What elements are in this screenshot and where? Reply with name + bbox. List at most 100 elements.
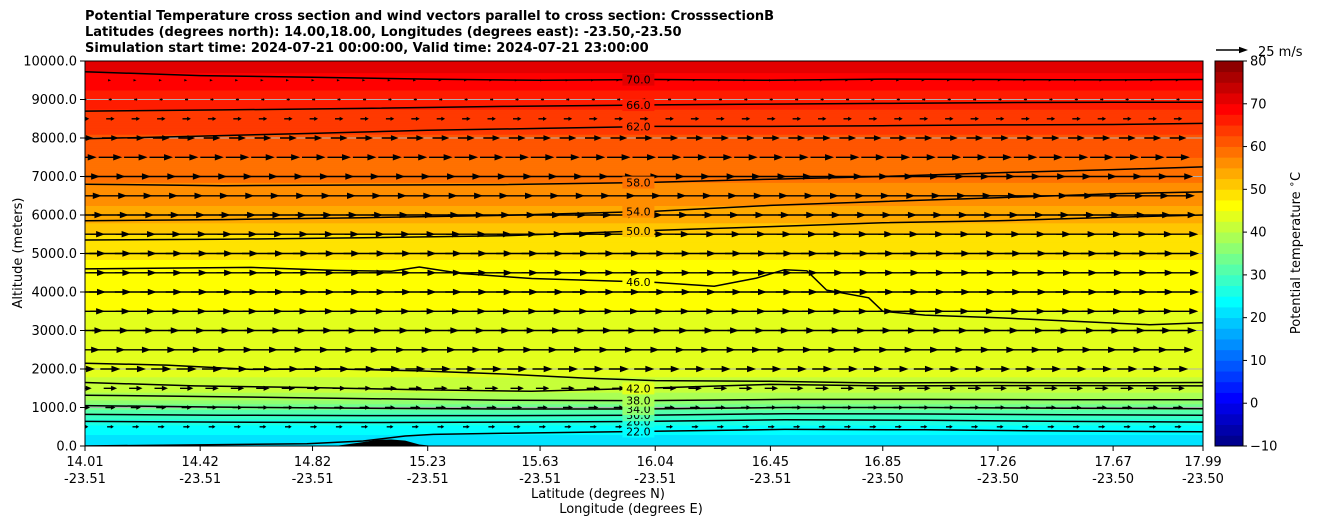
wind-vector — [513, 424, 521, 429]
contour-label-bg — [622, 120, 655, 133]
wind-vector-shape — [829, 327, 867, 334]
wind-vector-shape — [320, 211, 358, 219]
wind-vector — [207, 116, 217, 121]
wind-vector-shape — [397, 211, 434, 219]
temperature-band — [85, 141, 1203, 145]
wind-vector — [743, 79, 747, 82]
wind-vector-shape — [445, 269, 488, 276]
wind-vector — [985, 346, 1016, 353]
wind-vector — [320, 211, 358, 219]
wind-vector-shape — [471, 308, 512, 315]
wind-vector-shape — [928, 269, 971, 276]
wind-vector-shape — [1004, 269, 1047, 276]
wind-vector — [763, 135, 780, 141]
wind-vector-shape — [737, 135, 755, 141]
wind-vector — [575, 211, 612, 219]
contour-label-bg — [622, 382, 655, 395]
wind-vector — [1150, 79, 1154, 82]
temperature-band — [85, 164, 1203, 168]
wind-vector-shape — [883, 173, 914, 180]
wind-vector — [981, 327, 1019, 334]
wind-vector-shape — [902, 288, 945, 296]
wind-vector — [271, 192, 306, 199]
wind-vector-shape — [107, 424, 114, 429]
wind-vector-shape — [309, 116, 318, 121]
wind-vector — [309, 116, 318, 121]
wind-vector-shape — [659, 365, 680, 373]
y-tick-label: 6000.0 — [32, 209, 78, 224]
wind-vector — [979, 250, 1022, 257]
wind-vector-shape — [369, 288, 412, 296]
wind-vector-shape — [1132, 231, 1173, 238]
wind-vector-shape — [764, 385, 779, 391]
wind-vector — [497, 308, 538, 315]
wind-vector — [486, 405, 497, 410]
wind-vector — [572, 288, 615, 296]
wind-vector — [954, 231, 995, 238]
wind-vector — [1157, 250, 1200, 257]
wind-vector-shape — [1112, 173, 1143, 180]
wind-vector-shape — [1022, 424, 1029, 429]
wind-vector-shape — [877, 250, 920, 257]
wind-vector — [216, 269, 259, 276]
wind-vector-shape — [908, 346, 940, 353]
wind-vector-shape — [419, 250, 462, 257]
wind-vector — [141, 308, 182, 315]
wind-vector-shape — [1071, 405, 1082, 410]
wind-vector-shape — [335, 116, 344, 121]
wind-vector-shape — [216, 250, 259, 257]
wind-vector-head — [565, 79, 569, 82]
wind-vector-shape — [114, 288, 157, 296]
temperature-band — [85, 151, 1203, 154]
wind-vector-shape — [932, 192, 967, 199]
wind-vector — [908, 346, 940, 353]
wind-vector — [741, 116, 751, 121]
wind-vector-shape — [588, 405, 599, 410]
wind-vector-shape — [532, 365, 553, 373]
wind-vector-shape — [496, 250, 539, 257]
wind-vector — [193, 211, 231, 219]
wind-vector — [716, 116, 725, 121]
wind-vector-shape — [335, 424, 343, 429]
wind-vector-shape — [557, 365, 579, 373]
wind-vector — [1141, 154, 1165, 161]
temperature-band — [85, 257, 1203, 260]
temperature-band — [85, 157, 1203, 160]
wind-vector — [1090, 154, 1114, 161]
wind-vector-shape — [1122, 405, 1133, 410]
wind-vector-shape — [1086, 346, 1118, 353]
wind-vector-shape — [371, 211, 409, 219]
wind-vector — [125, 365, 146, 373]
wind-vector-shape — [945, 116, 954, 121]
wind-vector — [905, 211, 943, 219]
temperature-band — [85, 369, 1203, 372]
wind-vector — [185, 97, 189, 102]
wind-vector-shape — [674, 288, 717, 296]
chart-title-line-3: Simulation start time: 2024-07-21 00:00:… — [85, 41, 649, 56]
temperature-band — [85, 440, 1203, 443]
wind-vector-shape — [1030, 231, 1072, 238]
wind-vector-shape — [293, 308, 334, 315]
wind-vector — [1118, 135, 1136, 141]
contour-line — [85, 428, 1203, 446]
wind-vector-shape — [432, 135, 450, 141]
wind-vector — [1107, 308, 1148, 315]
wind-vector-shape — [197, 346, 228, 353]
wind-vector — [191, 269, 234, 276]
wind-vector — [915, 135, 933, 141]
wind-vector-shape — [790, 385, 804, 391]
wind-vector — [583, 365, 604, 373]
wind-vector — [258, 116, 268, 121]
x-tick-label-lon: -23.51 — [749, 472, 791, 487]
wind-vector — [1110, 192, 1145, 199]
wind-vector-shape — [142, 327, 180, 334]
wind-vector-shape — [1004, 288, 1047, 296]
wind-vector — [98, 154, 123, 161]
wind-vector-shape — [969, 405, 980, 410]
wind-vector — [151, 365, 172, 373]
wind-vector — [775, 250, 818, 257]
wind-vector-shape — [539, 424, 546, 429]
wind-vector — [308, 405, 319, 410]
wind-vector — [1058, 211, 1095, 219]
wind-vector-shape — [1005, 231, 1046, 238]
